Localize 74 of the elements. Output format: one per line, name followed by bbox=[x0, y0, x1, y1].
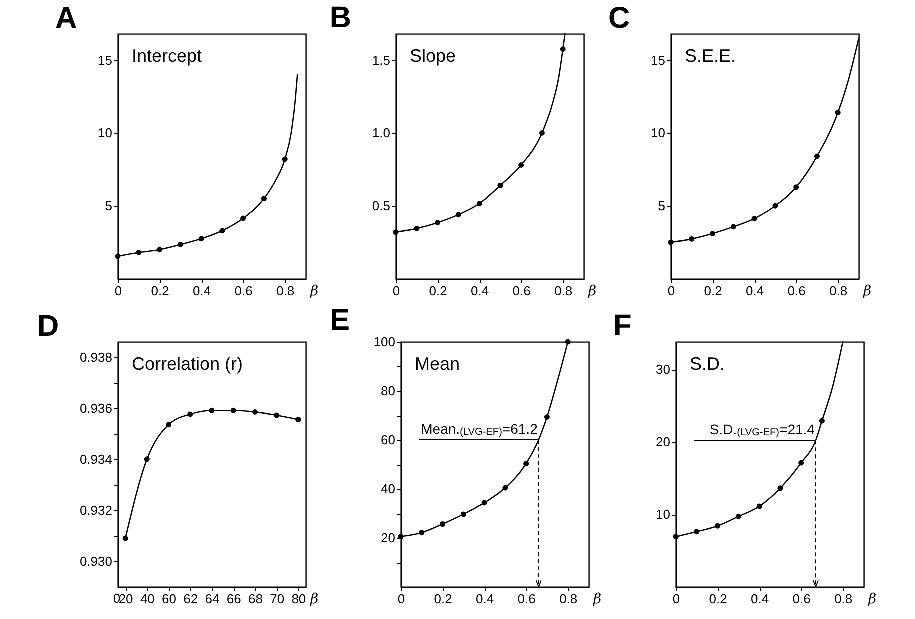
x-tick-label: 66 bbox=[226, 592, 242, 606]
y-tick-label: 80 bbox=[381, 384, 396, 398]
y-tick-label: 20 bbox=[381, 530, 396, 546]
y-tick-label: 10 bbox=[656, 507, 670, 522]
y-tick-label: 15 bbox=[651, 52, 666, 68]
x-tick-label: 0.2 bbox=[434, 592, 452, 606]
y-tick-label: 0.938 bbox=[80, 350, 112, 365]
x-tick-label: 0.6 bbox=[788, 284, 806, 298]
x-tick-label: 0.8 bbox=[830, 284, 848, 298]
x-tick-label: 0 bbox=[398, 592, 406, 606]
x-tick-label: 20 bbox=[118, 592, 134, 606]
chart-title: E bbox=[330, 304, 350, 337]
annotation: Correlation (r) bbox=[132, 354, 244, 374]
x-tick-label: 80 bbox=[292, 592, 306, 606]
x-tick-label: 0.4 bbox=[751, 592, 770, 606]
x-tick-label: 0.8 bbox=[554, 284, 573, 298]
x-tick-label: 0.6 bbox=[518, 592, 536, 606]
x-tick-label: 0.8 bbox=[560, 592, 578, 606]
x-tick-label: 0 bbox=[668, 284, 676, 298]
annotation: Mean bbox=[415, 354, 460, 374]
chart-title: B bbox=[330, 1, 352, 34]
x-tick-label: 0 bbox=[392, 284, 400, 298]
y-tick-label: 10 bbox=[98, 126, 112, 141]
x-tick-label: 0.4 bbox=[471, 284, 490, 298]
chart-title: A bbox=[56, 2, 78, 35]
annotation: S.D. bbox=[690, 354, 726, 374]
y-tick-label: 0.930 bbox=[80, 554, 112, 569]
x-tick-label: 64 bbox=[205, 592, 220, 606]
x-tick-label: 0.2 bbox=[151, 284, 170, 298]
y-tick-label: 1.5 bbox=[372, 52, 390, 68]
y-tick-label: 1.0 bbox=[372, 126, 390, 141]
x-tick-label: 0.2 bbox=[704, 284, 722, 298]
x-axis-title: β bbox=[592, 592, 602, 608]
chart-title: F bbox=[614, 309, 632, 342]
x-tick-label: 0.8 bbox=[834, 592, 853, 606]
y-tick-label: 5 bbox=[658, 198, 666, 214]
y-tick-label: 100 bbox=[374, 334, 396, 350]
x-tick-label: 0.6 bbox=[234, 284, 253, 298]
x-tick-label: 0 bbox=[114, 284, 122, 298]
y-tick-label: 0.936 bbox=[80, 400, 112, 416]
x-tick-label: 0.4 bbox=[746, 284, 764, 298]
y-tick-label: 0.932 bbox=[80, 502, 112, 518]
annotation: Intercept bbox=[132, 46, 202, 66]
y-tick-label: 60 bbox=[381, 432, 396, 448]
annotation: S.E.E. bbox=[685, 46, 736, 66]
x-tick-label: 0.4 bbox=[193, 284, 212, 298]
x-tick-label: 60 bbox=[162, 592, 177, 606]
x-tick-label: 62 bbox=[184, 592, 198, 606]
x-tick-label: 0.2 bbox=[709, 592, 728, 606]
x-tick-label: 68 bbox=[248, 592, 263, 606]
x-tick-label: 0 bbox=[672, 592, 680, 606]
chart-title: D bbox=[37, 310, 60, 343]
x-axis-title: β bbox=[310, 284, 319, 300]
x-tick-label: 0.6 bbox=[512, 284, 531, 298]
x-axis-title: β bbox=[862, 284, 872, 300]
y-tick-label: 0.5 bbox=[372, 198, 390, 214]
x-tick-label: 0.4 bbox=[476, 592, 494, 606]
x-tick-label: 0.2 bbox=[429, 284, 448, 298]
x-axis-title: β bbox=[310, 592, 319, 608]
y-tick-label: 5 bbox=[105, 198, 112, 214]
x-axis-title: β bbox=[588, 284, 597, 300]
annotation: Slope bbox=[410, 46, 456, 66]
y-tick-label: 15 bbox=[98, 52, 112, 68]
x-tick-label: 0.8 bbox=[276, 284, 295, 298]
y-tick-label: 40 bbox=[381, 482, 396, 496]
chart-title: C bbox=[608, 2, 630, 35]
y-tick-label: 10 bbox=[651, 126, 666, 141]
y-tick-label: 30 bbox=[656, 362, 670, 378]
x-tick-label: 70 bbox=[270, 592, 285, 606]
x-axis-title: β bbox=[868, 592, 877, 608]
x-tick-label: 40 bbox=[140, 592, 155, 606]
y-tick-label: 20 bbox=[656, 434, 670, 450]
y-tick-label: 0.934 bbox=[80, 452, 112, 467]
x-tick-label: 0.6 bbox=[792, 592, 811, 606]
